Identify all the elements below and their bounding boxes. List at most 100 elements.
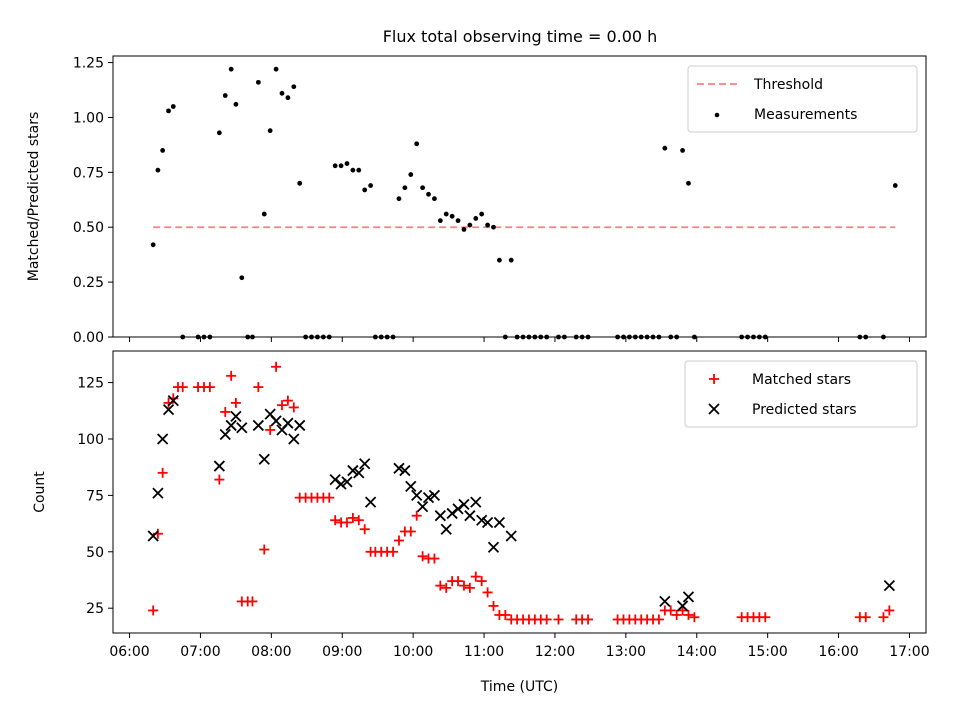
bottom-y-ticks: 25 50 75 100 125 bbox=[77, 376, 113, 617]
bottom-y-tick-label-4: 125 bbox=[77, 376, 104, 392]
measurement-point-18 bbox=[267, 128, 273, 134]
measurement-point-46 bbox=[432, 196, 437, 202]
x-tick-label-10: 16:00 bbox=[818, 644, 858, 660]
bottom-x-ticks: 06:00 07:00 08:00 09:00 10:00 11:00 12:00 13:00… bbox=[109, 633, 930, 660]
matched-point-23 bbox=[288, 402, 299, 413]
predicted-point-10 bbox=[252, 419, 264, 432]
predicted-point-4 bbox=[167, 394, 179, 407]
matched-point-21 bbox=[276, 400, 287, 411]
matched-point-41 bbox=[393, 535, 404, 546]
matched-point-34 bbox=[353, 515, 364, 526]
predicted-point-8 bbox=[230, 410, 242, 423]
matched-point-51 bbox=[453, 576, 464, 587]
bottom-legend-box bbox=[684, 360, 918, 428]
predicted-point-33 bbox=[440, 523, 452, 535]
matched-point-35 bbox=[359, 524, 370, 535]
predicted-point-41 bbox=[487, 541, 500, 553]
measurement-point-53 bbox=[473, 216, 479, 221]
matched-point-33 bbox=[347, 512, 358, 523]
matched-point-30 bbox=[330, 515, 341, 526]
bottom-y-tick-label-2: 75 bbox=[86, 488, 104, 504]
x-tick-label-1: 07:00 bbox=[180, 644, 220, 660]
predicted-point-27 bbox=[405, 480, 417, 492]
top-y-tick-label-3: 0.75 bbox=[73, 165, 104, 181]
predicted-point-40 bbox=[481, 516, 494, 529]
measurement-point-32 bbox=[350, 167, 356, 173]
top-plot-area bbox=[112, 55, 927, 338]
measurement-point-29 bbox=[332, 163, 338, 169]
predicted-point-13 bbox=[270, 415, 282, 427]
predicted-point-5 bbox=[213, 460, 225, 472]
bottom-panel: 25 50 75 100 125 06:00 07:00 08:00 09:00 10:00 11… bbox=[32, 350, 930, 695]
predicted-point-28 bbox=[411, 489, 423, 502]
top-legend-box bbox=[687, 65, 918, 133]
measurement-point-43 bbox=[414, 141, 420, 147]
x-tick-label-11: 17:00 bbox=[889, 644, 929, 660]
measurement-point-23 bbox=[297, 180, 303, 186]
predicted-point-42 bbox=[493, 516, 506, 529]
matched-point-56 bbox=[482, 587, 493, 598]
measurement-point-30 bbox=[338, 163, 344, 169]
matched-point-66 bbox=[541, 614, 552, 625]
matched-point-80 bbox=[665, 605, 676, 616]
predicted-point-29 bbox=[416, 501, 429, 513]
measurement-point-56 bbox=[491, 224, 496, 230]
predicted-point-19 bbox=[335, 478, 347, 490]
measurement-point-55 bbox=[485, 222, 490, 228]
top-legend: Threshold Measurements bbox=[687, 65, 918, 133]
predicted-point-30 bbox=[422, 492, 435, 504]
predicted-point-0 bbox=[147, 530, 159, 542]
measurement-point-33 bbox=[356, 167, 362, 173]
bottom-y-axis-label: Count bbox=[32, 471, 48, 513]
predicted-stars-series bbox=[147, 394, 896, 612]
matched-point-57 bbox=[488, 600, 499, 611]
legend-matched-swatch bbox=[709, 374, 719, 384]
x-tick-label-5: 11:00 bbox=[464, 644, 504, 660]
measurement-point-35 bbox=[368, 183, 374, 188]
predicted-point-18 bbox=[329, 473, 341, 486]
predicted-point-32 bbox=[434, 510, 446, 522]
measurement-point-59 bbox=[508, 257, 514, 263]
x-axis-label: Time (UTC) bbox=[480, 679, 558, 695]
matched-point-55 bbox=[476, 576, 487, 587]
measurement-point-4 bbox=[170, 104, 176, 109]
matched-point-45 bbox=[417, 551, 428, 562]
predicted-point-11 bbox=[258, 453, 270, 465]
bottom-y-tick-label-1: 50 bbox=[86, 545, 104, 561]
x-tick-label-2: 08:00 bbox=[251, 644, 291, 660]
measurement-point-49 bbox=[449, 213, 455, 219]
x-tick-label-4: 10:00 bbox=[393, 644, 433, 660]
predicted-point-15 bbox=[282, 417, 294, 429]
bottom-legend: Matched stars Predicted stars bbox=[684, 360, 918, 428]
measurement-point-3 bbox=[166, 108, 171, 114]
predicted-point-16 bbox=[288, 433, 300, 445]
predicted-point-22 bbox=[353, 467, 365, 479]
measurement-point-79 bbox=[662, 145, 668, 151]
measurement-point-54 bbox=[479, 211, 485, 217]
predicted-point-26 bbox=[399, 464, 411, 477]
measurement-point-47 bbox=[437, 218, 443, 224]
matched-point-48 bbox=[435, 580, 446, 591]
predicted-point-37 bbox=[464, 510, 476, 522]
matched-point-93 bbox=[884, 605, 895, 616]
measurement-point-11 bbox=[228, 66, 234, 72]
measurement-point-21 bbox=[285, 95, 291, 101]
x-tick-label-8: 14:00 bbox=[677, 644, 717, 660]
legend-threshold-label: Threshold bbox=[753, 77, 823, 93]
matched-point-2 bbox=[157, 467, 168, 478]
predicted-point-43 bbox=[505, 530, 517, 542]
measurement-point-42 bbox=[408, 172, 414, 177]
matched-point-53 bbox=[464, 582, 475, 593]
matched-point-83 bbox=[683, 609, 694, 620]
figure-title: Flux total observing time = 0.00 h bbox=[383, 27, 658, 46]
matched-point-52 bbox=[458, 580, 469, 591]
legend-matched-marker bbox=[709, 374, 719, 384]
predicted-point-31 bbox=[428, 489, 441, 502]
predicted-point-21 bbox=[347, 464, 359, 477]
matched-point-20 bbox=[271, 361, 282, 372]
predicted-point-35 bbox=[452, 503, 464, 515]
matched-point-18 bbox=[259, 544, 270, 555]
measurement-point-10 bbox=[222, 93, 228, 98]
matched-point-16 bbox=[247, 596, 258, 607]
measurement-point-1 bbox=[155, 167, 161, 173]
